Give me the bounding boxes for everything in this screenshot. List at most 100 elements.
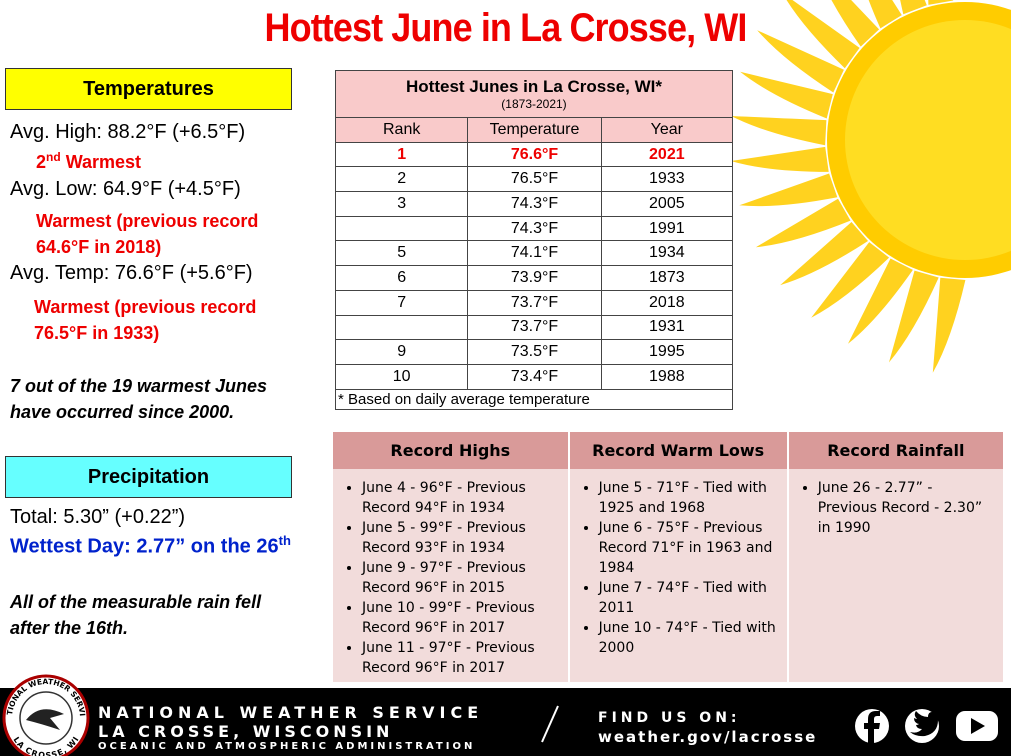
sun-art bbox=[730, 0, 1011, 373]
twitter-icon[interactable] bbox=[905, 709, 941, 743]
wettest-text: Wettest Day: 2.77” on the 26 bbox=[10, 535, 279, 558]
table-cell bbox=[334, 314, 469, 341]
record-item: June 7 - 74°F - Tied with 2011 bbox=[599, 578, 778, 618]
table-cell: 74.3°F bbox=[467, 191, 602, 217]
record-list: June 26 - 2.77” - Previous Record - 2.30… bbox=[798, 478, 994, 538]
sun-ray bbox=[739, 173, 838, 207]
footer-office: LA CROSSE, WISCONSIN bbox=[98, 722, 394, 741]
avg-temp: Avg. Temp: 76.6°F (+5.6°F) bbox=[10, 262, 253, 284]
table-cell: 1995 bbox=[600, 339, 734, 365]
footer bbox=[0, 688, 1011, 756]
table-cell: 5 bbox=[334, 240, 469, 267]
table-row: 1 76.6°F 2021 bbox=[334, 141, 734, 168]
table-cell: 1934 bbox=[600, 240, 734, 267]
sun-ray bbox=[900, 0, 927, 15]
sun-ray bbox=[757, 30, 844, 93]
table-cell: 74.1°F bbox=[467, 240, 602, 267]
table-cell: 6 bbox=[334, 265, 469, 291]
record-column: June 26 - 2.77” - Previous Record - 2.30… bbox=[787, 469, 1006, 682]
record-item: June 10 - 74°F - Tied with 2000 bbox=[599, 618, 778, 658]
table-cell: 1873 bbox=[600, 265, 734, 291]
sun-ray bbox=[928, 0, 954, 5]
table-subtitle: (1873-2021) bbox=[501, 97, 567, 111]
table-header: Hottest Junes in La Crosse, WI* (1873-20… bbox=[335, 70, 733, 118]
avg-high: Avg. High: 88.2°F (+6.5°F) bbox=[10, 121, 246, 143]
table-cell: 9 bbox=[334, 339, 469, 365]
title: Hottest June in La Crosse, WI bbox=[264, 6, 748, 50]
sun-ray bbox=[755, 198, 851, 248]
table-row: 5 74.1°F 1934 bbox=[334, 240, 734, 267]
wettest-day: Wettest Day: 2.77” on the 26th bbox=[10, 533, 291, 559]
social-icons bbox=[855, 709, 998, 743]
table-cell: 1991 bbox=[600, 215, 734, 242]
rank-suffix: nd bbox=[46, 150, 61, 164]
table-row: 7 73.7°F 2018 bbox=[334, 289, 734, 316]
table-cell: 74.3°F bbox=[467, 215, 602, 242]
table-cell: 7 bbox=[334, 289, 469, 316]
sun-ray bbox=[730, 146, 829, 172]
avg-temp-note: Warmest (previous record 76.5°F in 1933) bbox=[34, 297, 257, 343]
column-header: Temperature bbox=[467, 117, 602, 143]
table-row: 3 74.3°F 2005 bbox=[334, 191, 734, 217]
table-cell: 76.5°F bbox=[467, 166, 602, 193]
sun-ray bbox=[932, 277, 966, 373]
record-item: June 9 - 97°F - Previous Record 96°F in … bbox=[362, 558, 559, 598]
table-cell: 3 bbox=[334, 191, 469, 217]
sun-ray bbox=[868, 0, 902, 29]
sun-core bbox=[845, 20, 1011, 260]
table-row: 6 73.9°F 1873 bbox=[334, 265, 734, 291]
table-row: 2 76.5°F 1933 bbox=[334, 166, 734, 193]
rank-num: 2 bbox=[36, 152, 47, 172]
sun-ray bbox=[831, 0, 880, 47]
find-us: FIND US ON: bbox=[598, 710, 741, 726]
precip-total: Total: 5.30” (+0.22”) bbox=[10, 506, 186, 528]
record-item: June 5 - 71°F - Tied with 1925 and 1968 bbox=[599, 478, 778, 518]
table-cell bbox=[334, 215, 469, 242]
table-cell: 76.6°F bbox=[467, 141, 602, 168]
avg-low-note: Warmest (previous record 64.6°F in 2018) bbox=[36, 211, 259, 257]
wettest-suffix: th bbox=[278, 533, 291, 548]
avg-low: Avg. Low: 64.9°F (+4.5°F) bbox=[10, 178, 241, 200]
youtube-icon[interactable] bbox=[956, 711, 998, 741]
table-footnote: * Based on daily average temperature bbox=[335, 388, 733, 410]
sun-ray bbox=[780, 222, 868, 286]
table-cell: 73.9°F bbox=[467, 265, 602, 291]
footer-org: NATIONAL WEATHER SERVICE bbox=[98, 703, 484, 722]
column-header: Year bbox=[600, 117, 734, 143]
table-cell: 1933 bbox=[600, 166, 734, 193]
precip-summary: All of the measurable rain fell after th… bbox=[10, 592, 262, 638]
sun-ray bbox=[889, 270, 939, 363]
column-header: Rank bbox=[334, 117, 469, 143]
record-column: June 4 - 96°F - Previous Record 94°F in … bbox=[333, 469, 570, 682]
sun-ray bbox=[740, 71, 833, 119]
table-cell: 73.5°F bbox=[467, 339, 602, 365]
table-cell: 1 bbox=[334, 141, 469, 168]
table-row: 10 73.4°F 1988 bbox=[334, 363, 734, 390]
table-title: Hottest Junes in La Crosse, WI* bbox=[406, 77, 662, 96]
table-row: 74.3°F 1991 bbox=[334, 215, 734, 242]
table-cell: 2018 bbox=[600, 289, 734, 316]
avg-high-rank: 2nd Warmest bbox=[36, 150, 141, 173]
table-cell: 2 bbox=[334, 166, 469, 193]
sun-ray bbox=[811, 242, 890, 318]
record-item: June 4 - 96°F - Previous Record 94°F in … bbox=[362, 478, 559, 518]
record-heading: Record Warm Lows bbox=[568, 432, 789, 469]
precipitation-heading: Precipitation bbox=[5, 456, 292, 498]
record-item: June 26 - 2.77” - Previous Record - 2.30… bbox=[818, 478, 994, 538]
sun-ray bbox=[731, 116, 827, 146]
temperature-summary: 7 out of the 19 warmest Junes have occur… bbox=[10, 376, 268, 422]
table-cell: 73.7°F bbox=[467, 314, 602, 341]
table-cell: 10 bbox=[334, 363, 469, 390]
record-item: June 11 - 97°F - Previous Record 96°F in… bbox=[362, 638, 559, 678]
sun-ray bbox=[848, 258, 913, 344]
records-table: Record Highs Record Warm Lows Record Rainf… bbox=[333, 432, 1006, 682]
hottest-table: Hottest Junes in La Crosse, WI* (1873-20… bbox=[334, 70, 734, 410]
footer-url[interactable]: weather.gov/lacrosse bbox=[598, 728, 818, 746]
table-row: 9 73.5°F 1995 bbox=[334, 339, 734, 365]
record-item: June 6 - 75°F - Previous Record 71°F in … bbox=[599, 518, 778, 578]
record-item: June 10 - 99°F - Previous Record 96°F in… bbox=[362, 598, 559, 638]
table-cell: 2021 bbox=[600, 141, 734, 168]
record-heading: Record Highs bbox=[333, 432, 570, 469]
facebook-icon[interactable] bbox=[855, 709, 889, 743]
